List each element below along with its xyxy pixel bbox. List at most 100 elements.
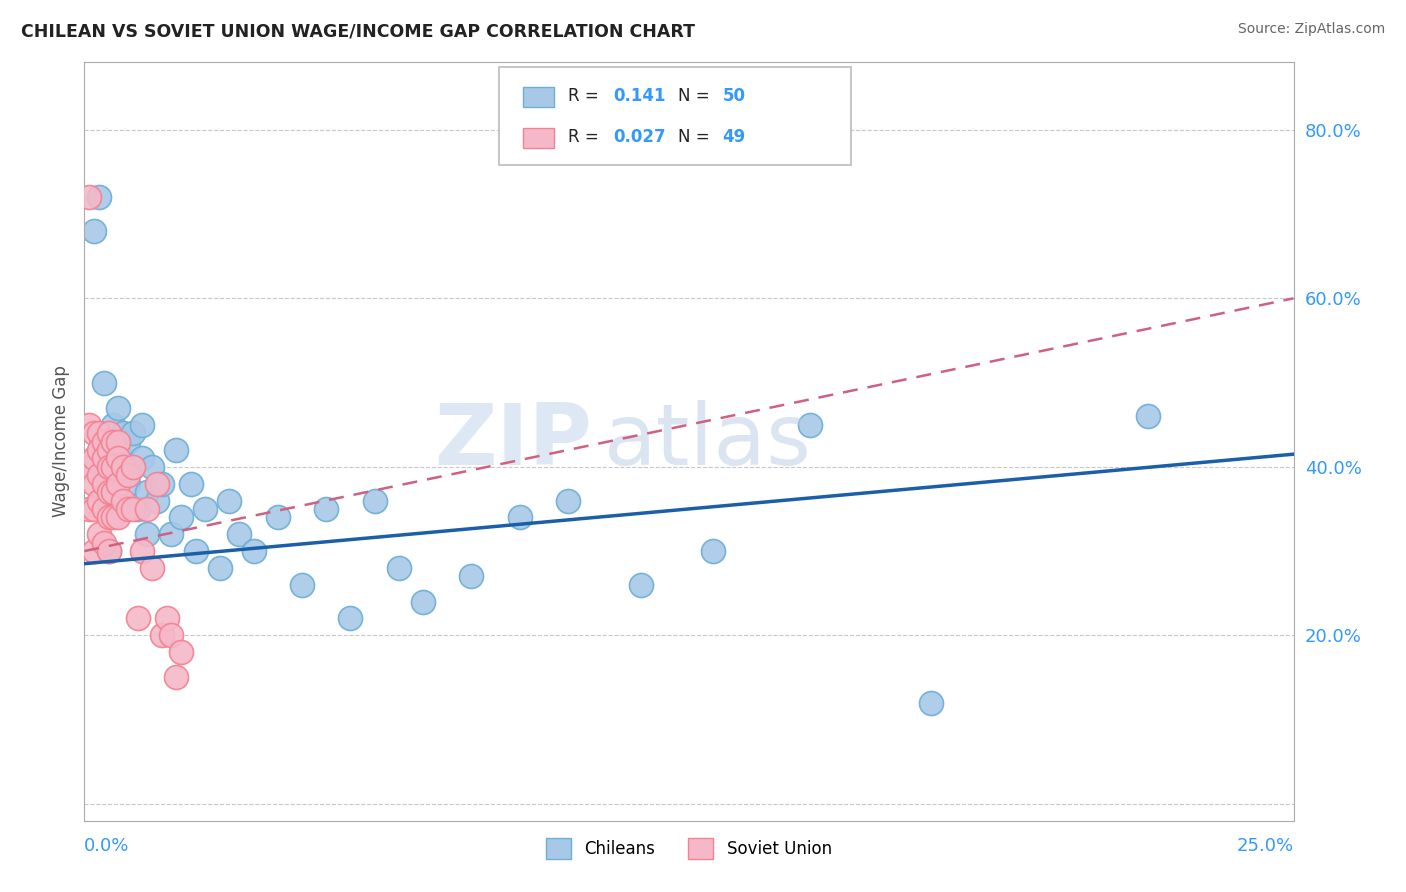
Point	[218, 493, 240, 508]
Legend: Chileans, Soviet Union: Chileans, Soviet Union	[540, 831, 838, 865]
Point	[127, 502, 149, 516]
Text: 0.027: 0.027	[613, 128, 665, 146]
Point	[136, 485, 159, 500]
Text: CHILEAN VS SOVIET UNION WAGE/INCOME GAP CORRELATION CHART: CHILEAN VS SOVIET UNION WAGE/INCOME GAP …	[21, 22, 695, 40]
Text: N =: N =	[678, 128, 714, 146]
Point	[121, 459, 143, 474]
Point	[131, 451, 153, 466]
Point	[155, 611, 177, 625]
Point	[103, 459, 125, 474]
Point	[460, 569, 482, 583]
Point	[208, 561, 231, 575]
Point	[228, 527, 250, 541]
Text: 0.141: 0.141	[613, 87, 665, 105]
Text: R =: R =	[568, 128, 605, 146]
Point	[97, 493, 120, 508]
Point	[131, 417, 153, 432]
Text: Source: ZipAtlas.com: Source: ZipAtlas.com	[1237, 22, 1385, 37]
Point	[97, 442, 120, 457]
Text: 25.0%: 25.0%	[1236, 838, 1294, 855]
Point	[702, 544, 724, 558]
Point	[267, 510, 290, 524]
Point	[121, 459, 143, 474]
Point	[83, 224, 105, 238]
Point	[77, 502, 100, 516]
Point	[97, 426, 120, 441]
Point	[107, 510, 129, 524]
Text: N =: N =	[678, 87, 714, 105]
Point	[131, 544, 153, 558]
Point	[97, 485, 120, 500]
Point	[97, 476, 120, 491]
Point	[339, 611, 361, 625]
Point	[112, 459, 135, 474]
Point	[87, 442, 110, 457]
Text: atlas: atlas	[605, 400, 813, 483]
Point	[77, 417, 100, 432]
Point	[103, 417, 125, 432]
Point	[136, 502, 159, 516]
Point	[83, 476, 105, 491]
Point	[93, 434, 115, 449]
Point	[107, 442, 129, 457]
Point	[509, 510, 531, 524]
Point	[112, 493, 135, 508]
Text: 49: 49	[723, 128, 747, 146]
Point	[165, 670, 187, 684]
Point	[103, 459, 125, 474]
Point	[180, 476, 202, 491]
Point	[160, 628, 183, 642]
Point	[97, 544, 120, 558]
Point	[315, 502, 337, 516]
Point	[117, 434, 139, 449]
Y-axis label: Wage/Income Gap: Wage/Income Gap	[52, 366, 70, 517]
Point	[160, 527, 183, 541]
Point	[112, 426, 135, 441]
Point	[920, 696, 942, 710]
Point	[363, 493, 385, 508]
Point	[150, 476, 173, 491]
Point	[136, 527, 159, 541]
Point	[103, 434, 125, 449]
Text: 0.0%: 0.0%	[84, 838, 129, 855]
Point	[121, 426, 143, 441]
Point	[97, 544, 120, 558]
Point	[112, 459, 135, 474]
Point	[93, 451, 115, 466]
Point	[146, 493, 169, 508]
Point	[117, 502, 139, 516]
Point	[412, 594, 434, 608]
Point	[103, 510, 125, 524]
Point	[630, 578, 652, 592]
Point	[170, 645, 193, 659]
Text: 50: 50	[723, 87, 745, 105]
Point	[97, 510, 120, 524]
Point	[83, 544, 105, 558]
Point	[93, 376, 115, 390]
Point	[107, 401, 129, 415]
Point	[150, 628, 173, 642]
Point	[103, 485, 125, 500]
Point	[93, 442, 115, 457]
Point	[93, 535, 115, 549]
Point	[184, 544, 207, 558]
Point	[117, 476, 139, 491]
Point	[107, 476, 129, 491]
Point	[121, 502, 143, 516]
Point	[97, 459, 120, 474]
Point	[291, 578, 314, 592]
Point	[146, 476, 169, 491]
Point	[93, 476, 115, 491]
Point	[388, 561, 411, 575]
Point	[87, 527, 110, 541]
Text: R =: R =	[568, 87, 605, 105]
Point	[117, 468, 139, 483]
Point	[83, 426, 105, 441]
Point	[93, 502, 115, 516]
Point	[87, 190, 110, 204]
Point	[127, 611, 149, 625]
Point	[77, 190, 100, 204]
Point	[87, 426, 110, 441]
Point	[87, 468, 110, 483]
Point	[165, 442, 187, 457]
